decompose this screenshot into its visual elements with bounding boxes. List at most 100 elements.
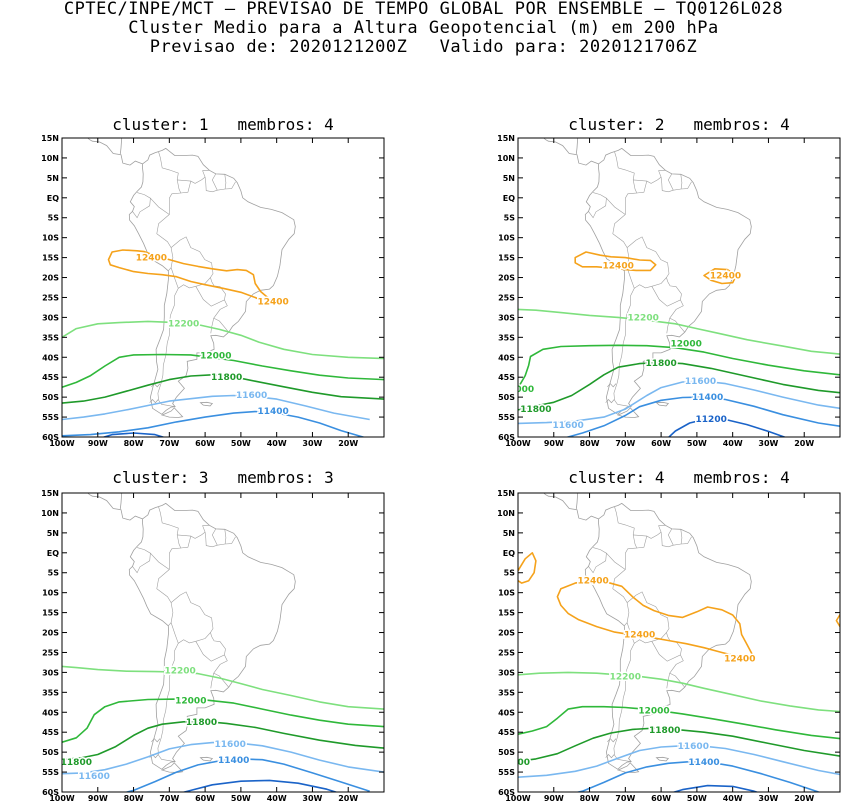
lon-label: 90W xyxy=(544,439,564,448)
contour-line xyxy=(835,614,840,628)
contour-label: 12000 xyxy=(638,706,669,716)
lat-label: 40S xyxy=(42,353,59,362)
contour-line xyxy=(703,268,737,285)
contour-label: 11800 xyxy=(61,758,92,768)
lat-label: 40S xyxy=(498,353,515,362)
lat-label: 5S xyxy=(504,214,516,223)
map-panel-cluster-1: 12400 12400 12200 12000 11800 11600 11400 15N 10… xyxy=(41,134,385,448)
lon-label: 60W xyxy=(195,794,215,803)
country-border xyxy=(680,529,683,545)
lon-label: 20W xyxy=(338,439,358,448)
lon-label: 100W xyxy=(505,439,531,448)
contour-label: 12400 xyxy=(710,272,741,282)
chile-fjords xyxy=(607,738,617,743)
lat-label: 5N xyxy=(503,174,515,183)
contour-line xyxy=(181,779,339,792)
contour-line xyxy=(62,720,384,761)
country-border xyxy=(606,197,630,271)
contour-label: 12400 xyxy=(257,298,288,308)
lat-label: EQ xyxy=(503,549,515,558)
map-panel-cluster-2: 12400 12400 12200 12000 11800 11800 2000 11600 1… xyxy=(497,134,841,448)
coastline xyxy=(128,502,296,770)
country-border xyxy=(132,547,151,574)
lat-label: 30S xyxy=(42,313,59,322)
contour-label: 12000 xyxy=(671,339,702,349)
contour-label: 2000 xyxy=(509,385,534,395)
country-border xyxy=(195,632,226,662)
lat-label: 10S xyxy=(498,589,515,598)
country-border xyxy=(170,236,214,289)
lon-label: 30W xyxy=(302,794,322,803)
lon-label: 70W xyxy=(615,794,635,803)
contour-line xyxy=(62,410,366,437)
lon-label: 50W xyxy=(231,794,251,803)
lon-label: 70W xyxy=(159,439,179,448)
country-border xyxy=(660,177,692,193)
country-border xyxy=(666,673,670,689)
lon-label: 30W xyxy=(758,794,778,803)
lat-label: 25S xyxy=(42,649,59,658)
country-border xyxy=(666,318,670,334)
contour-line xyxy=(565,396,840,437)
lon-label: 70W xyxy=(159,794,179,803)
falkland-islands xyxy=(199,401,214,407)
contour-label: 11600 xyxy=(79,772,110,782)
header-line-2: Cluster Medio para a Altura Geopotencial… xyxy=(128,18,719,38)
country-border xyxy=(180,536,192,549)
lat-label: 20S xyxy=(42,274,59,283)
country-border xyxy=(157,288,179,407)
central-america-coast xyxy=(87,493,143,521)
panel-4-title: cluster: 4 membros: 4 xyxy=(568,468,790,487)
contour-label: 12200 xyxy=(628,313,659,323)
lat-label: 25S xyxy=(498,294,515,303)
lon-label: 40W xyxy=(267,794,287,803)
country-border xyxy=(613,288,635,407)
contour-line xyxy=(62,374,384,404)
contour-line xyxy=(518,745,840,778)
lon-label: 40W xyxy=(267,439,287,448)
lon-label: 60W xyxy=(651,794,671,803)
lat-label: 50S xyxy=(42,748,59,757)
lat-label: 5N xyxy=(47,174,59,183)
panel-1-title: cluster: 1 membros: 4 xyxy=(112,115,334,134)
lat-label: 30S xyxy=(498,313,515,322)
lat-label: 55S xyxy=(42,413,59,422)
lat-label: 60S xyxy=(42,433,59,442)
lat-label: 20S xyxy=(498,274,515,283)
lat-label: 50S xyxy=(498,393,515,402)
contour-line xyxy=(671,784,759,792)
lon-label: 80W xyxy=(124,439,144,448)
lon-label: 90W xyxy=(88,439,108,448)
lat-label: 15N xyxy=(41,134,59,143)
lat-label: 35S xyxy=(498,333,515,342)
contour-line xyxy=(574,251,657,272)
map-frame xyxy=(61,137,385,438)
chile-fjords xyxy=(605,398,615,404)
caribbean-coast xyxy=(575,493,579,509)
country-border xyxy=(680,174,683,190)
lat-label: 40S xyxy=(42,708,59,717)
lon-label: 100W xyxy=(49,794,75,803)
contour-label: 11600 xyxy=(552,421,583,431)
contour-line xyxy=(107,249,269,304)
contour-label: 11600 xyxy=(685,377,716,387)
lat-label: EQ xyxy=(503,194,515,203)
contour-line xyxy=(518,552,537,584)
chile-fjords xyxy=(151,738,161,743)
lat-label: 5S xyxy=(48,569,60,578)
lon-label: 30W xyxy=(302,439,322,448)
contour-label: 11800 xyxy=(211,373,242,383)
country-border xyxy=(158,506,182,570)
map-panel-cluster-4: 12400 12400 12400 12200 12000 11800 11800 11600… xyxy=(497,489,841,803)
country-border xyxy=(633,525,666,539)
contour-line xyxy=(667,417,787,437)
contour-label: 12400 xyxy=(624,631,655,641)
country-border xyxy=(132,192,151,219)
lat-label: 60S xyxy=(498,433,515,442)
map-frame xyxy=(61,492,385,793)
lat-label: 15S xyxy=(498,254,515,263)
country-border xyxy=(669,299,685,333)
tierra-del-fuego xyxy=(617,407,640,418)
lat-label: 15N xyxy=(497,134,515,143)
lat-label: 25S xyxy=(498,649,515,658)
